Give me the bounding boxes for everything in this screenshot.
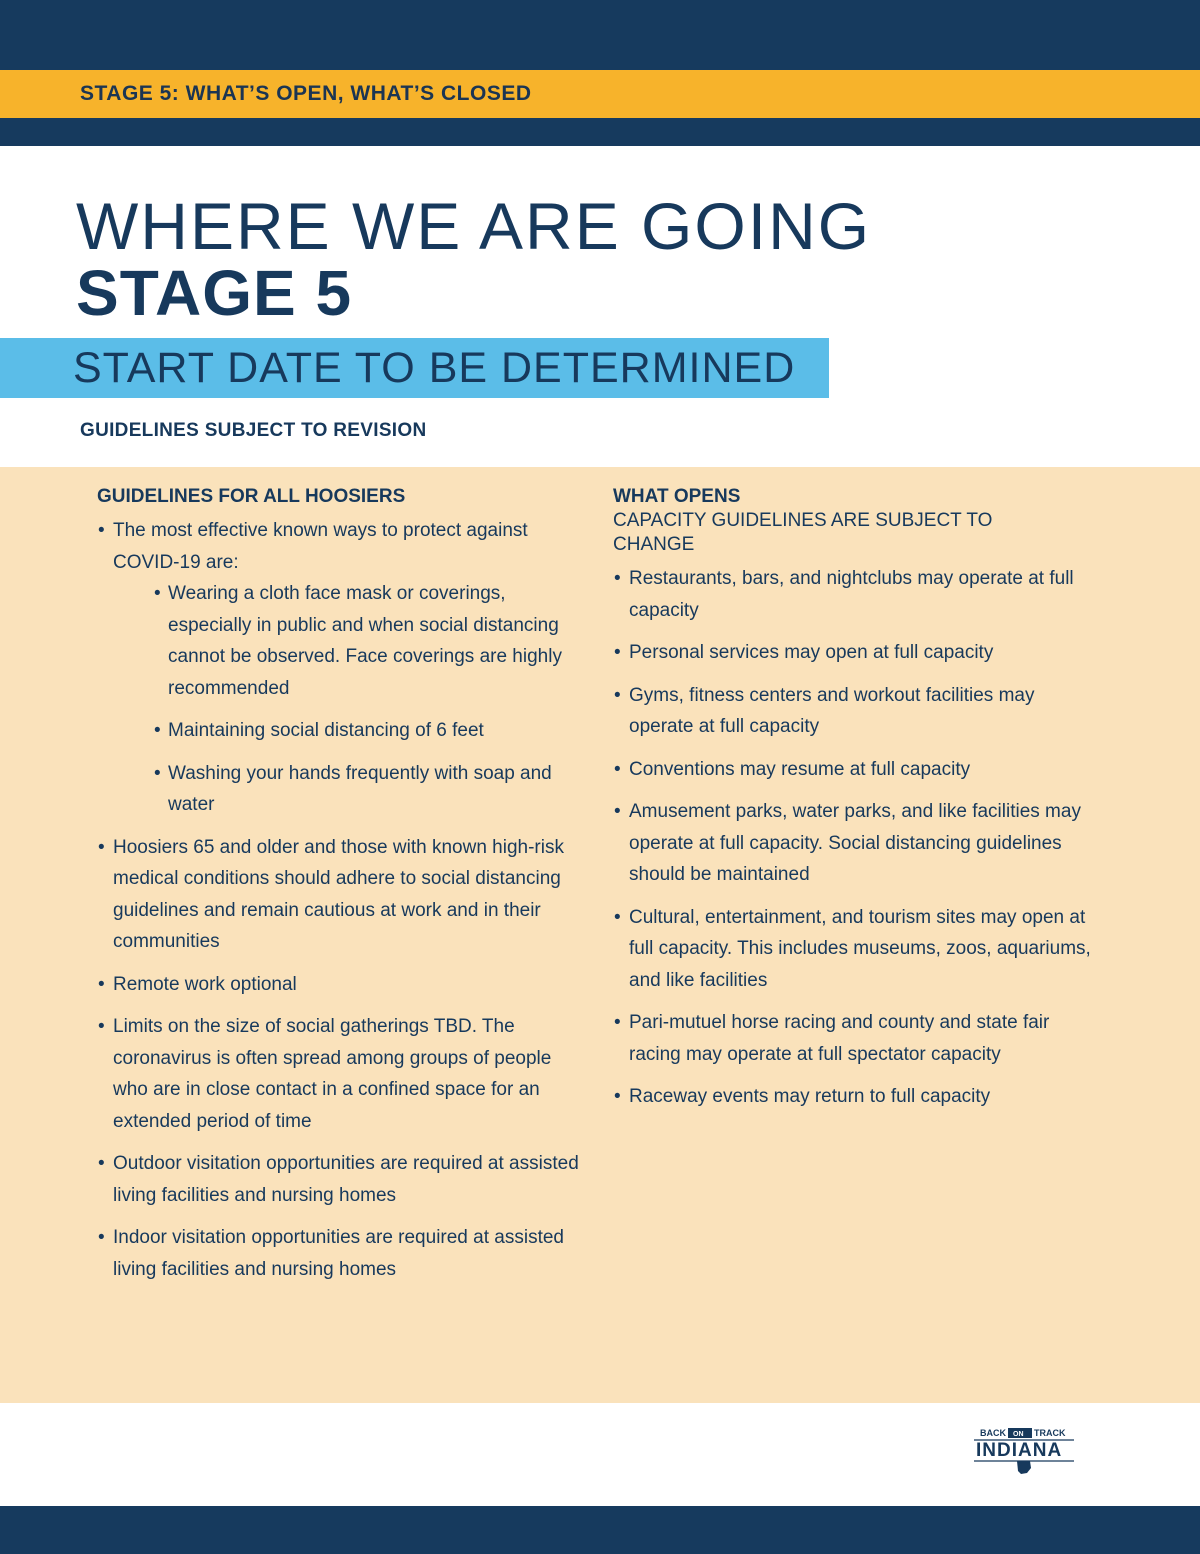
logo-indiana-text: INDIANA (976, 1440, 1062, 1461)
right-subheading: CAPACITY GUIDELINES ARE SUBJECT TO CHANG… (613, 510, 993, 555)
intro-text: The most effective known ways to protect… (113, 520, 528, 573)
logo-back-text: BACK (980, 1428, 1006, 1438)
list-item: Gyms, fitness centers and workout facili… (613, 680, 1103, 743)
list-item: The most effective known ways to protect… (97, 515, 587, 821)
right-heading: WHAT OPENS (613, 486, 741, 507)
right-column: WHAT OPENS CAPACITY GUIDELINES ARE SUBJE… (613, 485, 1103, 1124)
sub-list-item: Maintaining social distancing of 6 feet (153, 715, 587, 747)
logo-on-text: ON (1013, 1431, 1024, 1438)
list-item: Outdoor visitation opportunities are req… (97, 1148, 587, 1211)
stage-label-bar: STAGE 5: WHAT’S OPEN, WHAT’S CLOSED (0, 70, 1200, 118)
left-list: The most effective known ways to protect… (97, 515, 587, 1285)
list-item: Amusement parks, water parks, and like f… (613, 796, 1103, 891)
left-column: GUIDELINES FOR ALL HOOSIERS The most eff… (97, 485, 587, 1296)
indiana-state-shape (1017, 1461, 1031, 1474)
list-item: Restaurants, bars, and nightclubs may op… (613, 563, 1103, 626)
revision-note: GUIDELINES SUBJECT TO REVISION (80, 420, 427, 441)
logo-track-text: TRACK (1034, 1428, 1066, 1438)
list-item: Remote work optional (97, 969, 587, 1001)
page-title: WHERE WE ARE GOING (76, 189, 872, 263)
list-item: Indoor visitation opportunities are requ… (97, 1222, 587, 1285)
logo-on-badge (1008, 1428, 1032, 1438)
start-date-banner: START DATE TO BE DETERMINED (0, 338, 829, 398)
sub-list-item: Wearing a cloth face mask or coverings, … (153, 578, 587, 704)
guidelines-panel: GUIDELINES FOR ALL HOOSIERS The most eff… (0, 467, 1200, 1403)
list-item: Raceway events may return to full capaci… (613, 1081, 1103, 1113)
top-navy-band (0, 0, 1200, 70)
right-list: Restaurants, bars, and nightclubs may op… (613, 563, 1103, 1113)
list-item: Personal services may open at full capac… (613, 637, 1103, 669)
bottom-navy-band (0, 1506, 1200, 1554)
list-item: Conventions may resume at full capacity (613, 754, 1103, 786)
navy-divider-band (0, 118, 1200, 146)
sub-list-item: Washing your hands frequently with soap … (153, 758, 587, 821)
start-date-text: START DATE TO BE DETERMINED (73, 344, 796, 392)
left-heading: GUIDELINES FOR ALL HOOSIERS (97, 486, 406, 507)
indiana-logo-icon: BACK ON TRACK INDIANA (974, 1428, 1074, 1474)
list-item: Cultural, entertainment, and tourism sit… (613, 902, 1103, 997)
stage-title: STAGE 5 (76, 257, 353, 329)
list-item: Hoosiers 65 and older and those with kno… (97, 832, 587, 958)
list-item: Limits on the size of social gatherings … (97, 1011, 587, 1137)
stage-label: STAGE 5: WHAT’S OPEN, WHAT’S CLOSED (80, 82, 532, 105)
protection-sublist: Wearing a cloth face mask or coverings, … (153, 578, 587, 821)
back-on-track-indiana-logo: BACK ON TRACK INDIANA (972, 1426, 1076, 1476)
list-item: Pari-mutuel horse racing and county and … (613, 1007, 1103, 1070)
